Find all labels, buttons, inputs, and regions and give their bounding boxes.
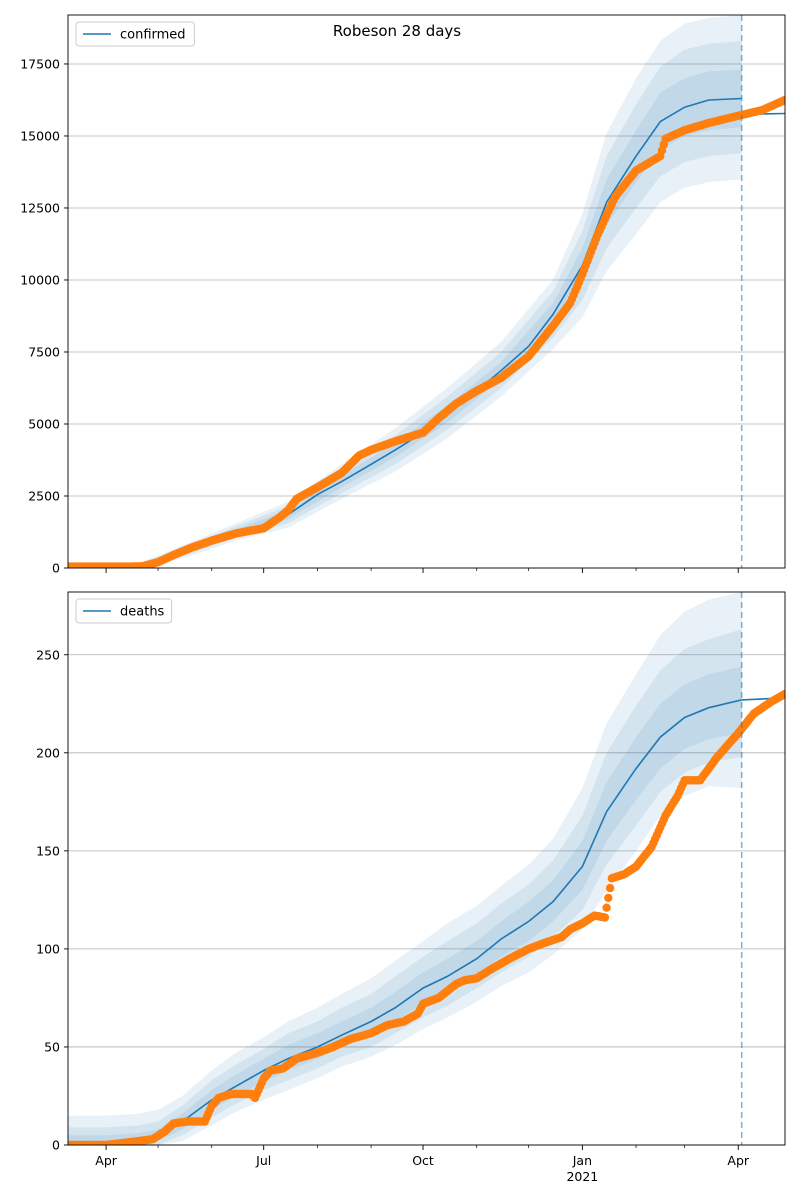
- y-tick-label: 150: [36, 843, 60, 858]
- observed-series: [68, 689, 785, 1145]
- x-tick-label: Jan: [572, 1153, 592, 1168]
- uncertainty-band: [139, 40, 742, 568]
- y-tick-label: 17500: [20, 56, 60, 71]
- legend: deaths: [75, 598, 173, 624]
- y-tick-label: 250: [36, 647, 60, 662]
- plot-area: [68, 15, 785, 568]
- observed-point: [604, 893, 613, 903]
- legend-label: deaths: [120, 605, 165, 620]
- x-tick-sublabel: 2021: [566, 1169, 598, 1184]
- y-tick-label: 2500: [28, 488, 60, 503]
- uncertainty-band: [68, 666, 742, 1145]
- y-tick-label: 12500: [20, 200, 60, 215]
- uncertainty-band: [68, 629, 742, 1145]
- legend-label: confirmed: [120, 28, 186, 43]
- uncertainty-band: [139, 69, 742, 568]
- y-tick-label: 200: [36, 745, 60, 760]
- observed-point: [602, 903, 611, 912]
- observed-point: [780, 95, 785, 105]
- observed-point: [605, 883, 615, 893]
- y-tick-label: 5000: [28, 416, 60, 431]
- confirmed-panel: 0 2500 5000 7500 10000 12500 15000 17500 confirm…: [20, 14, 786, 576]
- observed-point: [600, 913, 610, 922]
- axes-frame: [67, 591, 786, 1146]
- legend: confirmed: [75, 21, 195, 47]
- x-tick-label: Oct: [412, 1153, 434, 1168]
- x-tick-label: Jul: [255, 1153, 271, 1168]
- axes-frame: [67, 14, 786, 569]
- observed-point: [780, 689, 785, 699]
- y-tick-label: 15000: [20, 128, 60, 143]
- y-tick-label: 50: [44, 1039, 60, 1054]
- y-tick-label: 0: [52, 561, 60, 576]
- uncertainty-band: [68, 592, 742, 1145]
- y-tick-label: 7500: [28, 344, 60, 359]
- x-tick-label: Apr: [727, 1153, 749, 1168]
- y-tick-label: 100: [36, 941, 60, 956]
- x-tick-label: Apr: [95, 1153, 117, 1168]
- y-tick-label: 10000: [20, 272, 60, 287]
- observed-series: [68, 95, 785, 568]
- figure-title: Robeson 28 days: [333, 22, 461, 40]
- legend-box: [75, 598, 173, 624]
- legend-box: [75, 21, 195, 47]
- y-tick-label: 0: [52, 1138, 60, 1153]
- uncertainty-band: [139, 15, 742, 568]
- plot-area: [68, 592, 785, 1145]
